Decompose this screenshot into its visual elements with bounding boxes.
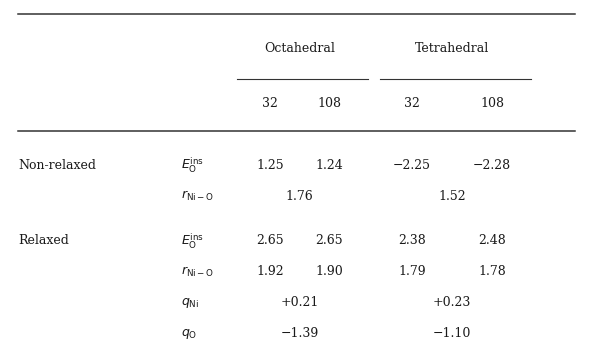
Text: 108: 108 xyxy=(317,97,341,110)
Text: $q_\mathrm{Ni}$: $q_\mathrm{Ni}$ xyxy=(181,296,199,310)
Text: 1.25: 1.25 xyxy=(256,159,284,172)
Text: 108: 108 xyxy=(480,97,504,110)
Text: Non-relaxed: Non-relaxed xyxy=(18,159,96,172)
Text: 1.78: 1.78 xyxy=(479,265,506,278)
Text: 1.52: 1.52 xyxy=(439,190,466,203)
Text: $r_\mathrm{Ni-O}$: $r_\mathrm{Ni-O}$ xyxy=(181,265,214,279)
Text: 1.76: 1.76 xyxy=(286,190,313,203)
Text: Tetrahedral: Tetrahedral xyxy=(415,42,489,55)
Text: −1.10: −1.10 xyxy=(433,327,471,340)
Text: +0.21: +0.21 xyxy=(280,296,319,309)
Text: −1.39: −1.39 xyxy=(280,327,319,340)
Text: 32: 32 xyxy=(262,97,278,110)
Text: 32: 32 xyxy=(404,97,420,110)
Text: +0.23: +0.23 xyxy=(433,296,471,309)
Text: $r_\mathrm{Ni-O}$: $r_\mathrm{Ni-O}$ xyxy=(181,189,214,203)
Text: $q_\mathrm{O}$: $q_\mathrm{O}$ xyxy=(181,327,197,341)
Text: −2.28: −2.28 xyxy=(473,159,511,172)
Text: Octahedral: Octahedral xyxy=(264,42,335,55)
Text: 2.65: 2.65 xyxy=(256,234,284,247)
Text: 1.79: 1.79 xyxy=(398,265,426,278)
Text: 2.48: 2.48 xyxy=(479,234,506,247)
Text: Relaxed: Relaxed xyxy=(18,234,69,247)
Text: $E_\mathrm{O}^\mathrm{ins}$: $E_\mathrm{O}^\mathrm{ins}$ xyxy=(181,155,204,175)
Text: 1.90: 1.90 xyxy=(315,265,343,278)
Text: −2.25: −2.25 xyxy=(393,159,431,172)
Text: 1.92: 1.92 xyxy=(256,265,284,278)
Text: $E_\mathrm{O}^\mathrm{ins}$: $E_\mathrm{O}^\mathrm{ins}$ xyxy=(181,231,204,251)
Text: 2.38: 2.38 xyxy=(398,234,426,247)
Text: 2.65: 2.65 xyxy=(315,234,343,247)
Text: 1.24: 1.24 xyxy=(315,159,343,172)
